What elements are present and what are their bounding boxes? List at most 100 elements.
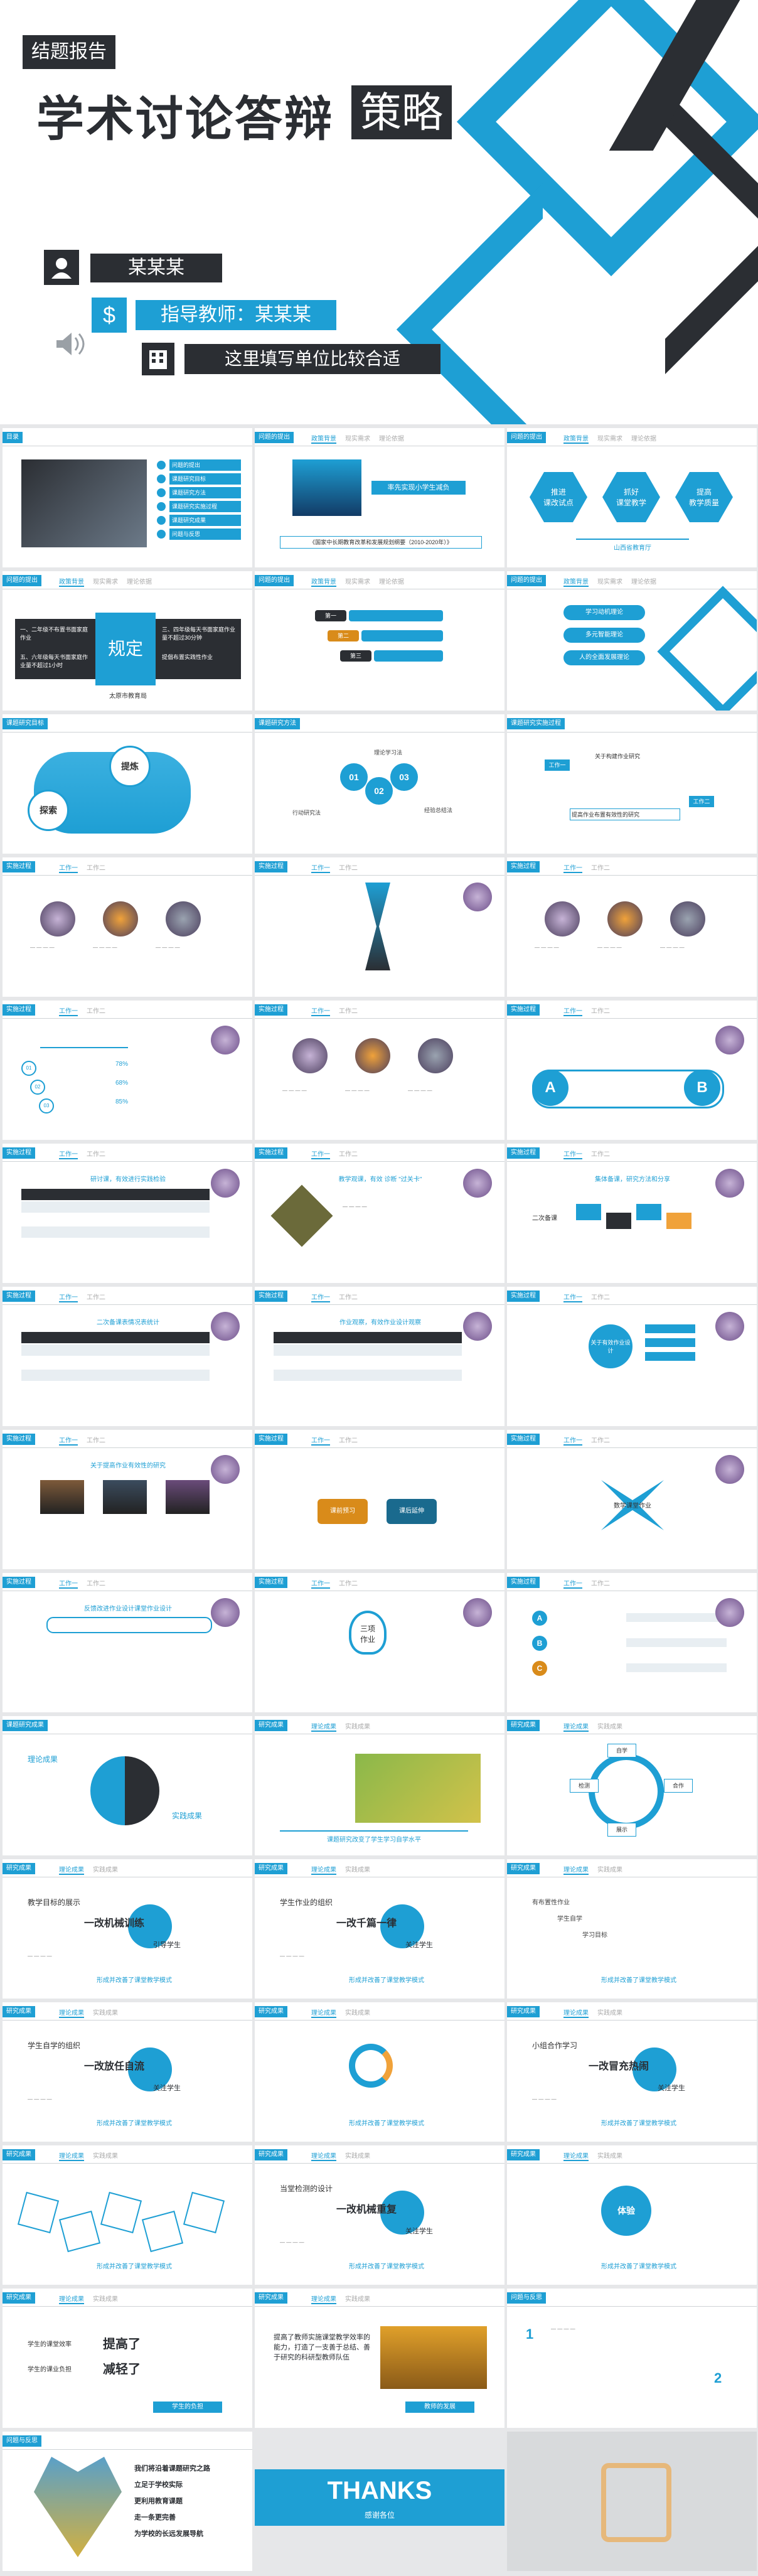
photo-2 [166,1480,210,1514]
tab-0[interactable]: 工作一 [563,1008,582,1016]
table-row [21,1344,210,1356]
books-image [292,459,361,516]
photo-caption: — — — — [345,1088,370,1093]
tab-1[interactable]: 工作二 [591,1151,610,1158]
corner-photo [715,1598,744,1627]
slide-tabs: 政策背景 现实需求 理论依据 [59,576,161,587]
dir-item[interactable]: 课题研究目标 [169,473,241,485]
tab-0[interactable]: 工作一 [563,1580,582,1589]
tab-0[interactable]: 工作一 [59,1008,78,1016]
tab-0[interactable]: 工作一 [563,1437,582,1446]
tab-2[interactable]: 理论依据 [631,436,656,443]
dir-item[interactable]: 课题研究实施过程 [169,501,241,512]
tab-0[interactable]: 工作一 [59,1151,78,1159]
tab-1[interactable]: 现实需求 [345,436,370,443]
tab-2[interactable]: 理论依据 [379,436,404,443]
tab-1[interactable]: 工作二 [591,865,610,872]
tab-1[interactable]: 现实需求 [597,579,622,586]
tab-0[interactable]: 理论成果 [59,2010,84,2018]
tab-1[interactable]: 工作二 [87,1294,105,1301]
tab-1[interactable]: 实践成果 [345,1867,370,1874]
tab-1[interactable]: 实践成果 [93,2296,118,2303]
tab-0[interactable]: 理论成果 [311,2153,336,2161]
tab-0[interactable]: 理论成果 [59,2153,84,2161]
tab-0[interactable]: 工作一 [563,1294,582,1302]
tab-0[interactable]: 工作一 [59,865,78,873]
tab-0[interactable]: 理论成果 [563,1724,589,1732]
tab-1[interactable]: 实践成果 [93,1867,118,1874]
tab-0[interactable]: 政策背景 [59,579,84,587]
tab-1[interactable]: 工作二 [339,1294,358,1301]
slide-divider [507,1161,757,1162]
subtitle: 教学观课，有效 诊断 "过关卡" [338,1176,422,1183]
tab-1[interactable]: 实践成果 [345,1724,370,1731]
tab-1[interactable]: 工作二 [339,1151,358,1158]
tab-0[interactable]: 理论成果 [59,1867,84,1875]
slide-tag: 实施过程 [255,1434,287,1445]
tab-0[interactable]: 政策背景 [311,579,336,587]
tab-0[interactable]: 政策背景 [563,579,589,587]
tab-0[interactable]: 工作一 [311,1008,330,1016]
tab-0[interactable]: 理论成果 [311,2010,336,2018]
tab-0[interactable]: 工作一 [311,1151,330,1159]
tab-0[interactable]: 政策背景 [311,436,336,444]
tab-0[interactable]: 工作一 [563,1151,582,1159]
tab-0[interactable]: 理论成果 [311,1867,336,1875]
tab-0[interactable]: 理论成果 [563,1867,589,1875]
tab-1[interactable]: 实践成果 [345,2153,370,2160]
tab-2[interactable]: 理论依据 [379,579,404,586]
slide-s39: 研究成果 理论成果 实践成果 体验 形成并改善了课堂教学模式 [507,2145,757,2285]
slide-tabs: 工作一 工作二 [59,862,114,873]
tab-1[interactable]: 工作二 [591,1008,610,1015]
tab-2[interactable]: 理论依据 [127,579,152,586]
tab-2[interactable]: 理论依据 [631,579,656,586]
tab-1[interactable]: 现实需求 [597,436,622,443]
tab-1[interactable]: 工作二 [87,1008,105,1015]
tab-0[interactable]: 政策背景 [563,436,589,444]
tab-1[interactable]: 实践成果 [597,2010,622,2017]
tab-1[interactable]: 工作二 [87,865,105,872]
tab-0[interactable]: 工作一 [59,1294,78,1302]
tab-0[interactable]: 理论成果 [563,2010,589,2018]
dir-item[interactable]: 课题研究方法 [169,487,241,498]
tab-1[interactable]: 工作二 [339,1437,358,1444]
tab-0[interactable]: 工作一 [311,1294,330,1302]
tab-1[interactable]: 工作二 [591,1294,610,1301]
center-circle: 关于有效作业设计 [589,1324,633,1368]
tab-0[interactable]: 工作一 [59,1437,78,1446]
tab-1[interactable]: 实践成果 [597,1867,622,1874]
tab-1[interactable]: 工作二 [339,1580,358,1587]
tab-1[interactable]: 工作二 [87,1580,105,1587]
tab-0[interactable]: 工作一 [311,1437,330,1446]
tab-0[interactable]: 理论成果 [563,2153,589,2161]
dir-item[interactable]: 课题研究成果 [169,515,241,526]
slide-tag: 实施过程 [3,861,35,872]
tab-1[interactable]: 实践成果 [345,2010,370,2017]
tab-1[interactable]: 实践成果 [597,1724,622,1731]
tab-0[interactable]: 工作一 [563,865,582,873]
cover-title: 学术讨论答辩 [36,93,334,146]
tab-0[interactable]: 理论成果 [311,2296,336,2304]
speaker-icon[interactable] [51,326,87,362]
tab-1[interactable]: 工作二 [87,1437,105,1444]
tab-1[interactable]: 实践成果 [345,2296,370,2303]
tab-1[interactable]: 实践成果 [93,2153,118,2160]
tab-1[interactable]: 实践成果 [597,2153,622,2160]
tab-0[interactable]: 工作一 [311,865,330,873]
tab-1[interactable]: 工作二 [591,1580,610,1587]
tab-1[interactable]: 工作二 [87,1151,105,1158]
tab-0[interactable]: 工作一 [59,1580,78,1589]
tab-1[interactable]: 现实需求 [93,579,118,586]
tab-0[interactable]: 理论成果 [311,1724,336,1732]
num-circle: 02 [30,1080,45,1095]
tab-1[interactable]: 工作二 [591,1437,610,1444]
tab-0[interactable]: 工作一 [311,1580,330,1589]
dir-item[interactable]: 问题与反思 [169,529,241,540]
tab-1[interactable]: 实践成果 [93,2010,118,2017]
tab-0[interactable]: 理论成果 [59,2296,84,2304]
tab-1[interactable]: 工作二 [339,865,358,872]
dir-item[interactable]: 问题的提出 [169,459,241,471]
tab-1[interactable]: 工作二 [339,1008,358,1015]
tab-1[interactable]: 现实需求 [345,579,370,586]
slide-divider [507,2306,757,2307]
